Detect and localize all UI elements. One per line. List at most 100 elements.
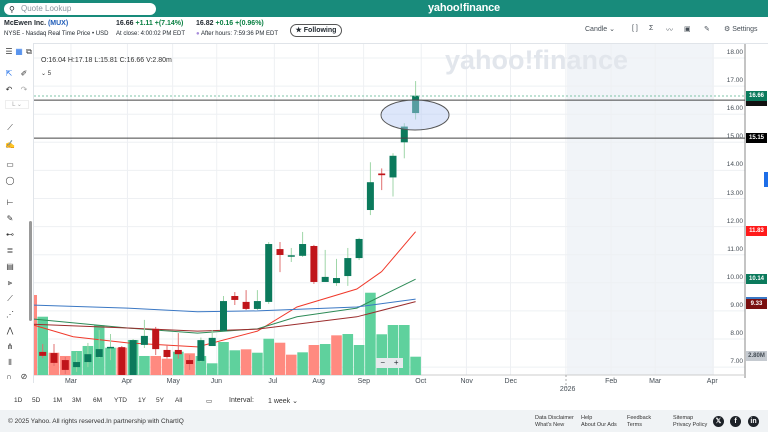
x-tick-label: Jul <box>268 378 278 385</box>
grid-view-icon[interactable]: ▦ <box>15 47 23 56</box>
interval-label: Interval: <box>229 397 254 404</box>
zoom-out-button[interactable]: − <box>380 358 386 367</box>
line-style-select[interactable]: L ⌄ <box>5 100 29 109</box>
fib-icon[interactable]: ≣ <box>6 246 14 255</box>
calendar-icon[interactable]: ▣ <box>684 26 691 33</box>
footer-link[interactable]: Feedback <box>627 415 652 421</box>
settings-button[interactable]: ⚙ Settings <box>724 26 758 33</box>
candle-body <box>299 244 307 256</box>
cursor-icon[interactable]: ⇱ <box>5 69 13 78</box>
redo-icon[interactable]: ↷ <box>20 85 28 94</box>
y-tick-label: 13.00 <box>726 189 743 197</box>
indicators-icon[interactable]: Σ <box>649 25 654 32</box>
zoom-controls: − + <box>376 358 403 368</box>
candle-body <box>276 249 284 255</box>
chart-type-dropdown[interactable]: Candle ⌄ <box>585 26 615 33</box>
volume-bar <box>150 355 161 375</box>
moving-average-line <box>30 301 416 332</box>
candle-body <box>389 155 397 178</box>
range-button-5y[interactable]: 5Y <box>156 397 164 404</box>
quote-lookup-input[interactable]: ⚲ Quote Lookup <box>4 3 156 15</box>
draw-icon[interactable]: ✎ <box>704 26 710 33</box>
list-view-icon[interactable]: ☰ <box>5 47 13 56</box>
footer-link[interactable]: Help <box>581 415 593 421</box>
footer-link[interactable]: Terms <box>627 422 642 428</box>
range-button-5d[interactable]: 5D <box>32 397 41 404</box>
volume-bar <box>331 335 342 375</box>
date-picker-icon[interactable]: ▭ <box>206 398 213 405</box>
ellipse-icon[interactable]: ◯ <box>5 176 15 185</box>
panel-toggle-tab[interactable] <box>764 172 768 187</box>
y-tick-label: 12.00 <box>726 217 743 225</box>
compare-icon[interactable]: [ ] <box>632 25 638 32</box>
candle-body <box>39 351 47 356</box>
price-label: 15.15 <box>746 133 767 144</box>
candle-body <box>321 276 329 282</box>
yahoo-finance-logo[interactable]: yahoo!finance <box>428 2 500 14</box>
ray-icon[interactable]: ⟋ <box>7 294 13 303</box>
price-label: 10.14 <box>746 273 767 284</box>
x-icon[interactable]: 𝕏 <box>713 416 724 427</box>
volume-bar <box>139 355 150 375</box>
zoom-in-button[interactable]: + <box>393 358 399 367</box>
y-tick-label: 18.00 <box>726 49 743 56</box>
x-tick-label: Apr <box>706 378 718 385</box>
range-button-6m[interactable]: 6M <box>93 397 103 404</box>
watermark-logo: yahoo!finance <box>445 45 629 75</box>
candle-body <box>61 360 69 370</box>
trend-icon[interactable]: 〰 <box>666 27 673 34</box>
footer-link[interactable]: Data Disclaimer <box>535 415 574 421</box>
undo-icon[interactable]: ↶ <box>5 85 13 94</box>
candle-body <box>208 337 216 347</box>
speed-lines-icon[interactable]: ⋔ <box>6 342 14 351</box>
volume-bar <box>206 363 218 375</box>
company-name: McEwen Inc. (MUX) <box>4 20 69 27</box>
candle-body <box>287 255 295 257</box>
range-button-1m[interactable]: 1M <box>53 397 63 404</box>
footer-link[interactable]: Sitemap <box>673 415 694 421</box>
pitchfork-icon[interactable]: ⋰ <box>6 310 14 319</box>
freehand-icon[interactable]: ✍ <box>5 140 15 149</box>
facebook-icon[interactable]: f <box>730 416 741 427</box>
candle-body <box>310 245 318 282</box>
linkedin-icon[interactable]: in <box>748 416 759 427</box>
footer-link[interactable]: What's New <box>535 422 565 428</box>
studies-toggle[interactable]: ⌄ 5 <box>41 71 52 77</box>
rectangle-icon[interactable]: ▭ <box>6 160 14 169</box>
measure-icon[interactable]: ⊢ <box>6 198 14 207</box>
footer-link[interactable]: About Our Ads <box>581 422 617 428</box>
hide-icon[interactable]: ⊘ <box>20 372 28 381</box>
interval-dropdown[interactable]: 1 week ⌄ <box>268 398 298 405</box>
line-segment-icon[interactable]: ⊷ <box>6 230 14 239</box>
ruler-icon[interactable]: ✐ <box>20 69 28 78</box>
trendline-icon[interactable]: ⟋ <box>7 123 13 132</box>
volume-bar <box>161 358 173 375</box>
magnet-icon[interactable]: ∩ <box>6 372 12 381</box>
volume-bar <box>353 345 365 375</box>
footer-link[interactable]: Privacy Policy <box>673 422 708 428</box>
price-chart[interactable] <box>0 0 768 392</box>
time-cycles-icon[interactable]: ⦀ <box>8 358 12 367</box>
volume-bar <box>263 338 274 375</box>
following-button[interactable]: ★ Following <box>290 24 342 37</box>
ellipse-annotation <box>380 99 450 131</box>
volume-bar <box>173 351 184 375</box>
toolbar-scrollbar[interactable] <box>29 221 32 321</box>
range-button-1d[interactable]: 1D <box>14 397 23 404</box>
range-button-ytd[interactable]: YTD <box>114 397 127 404</box>
candle-body <box>400 126 408 143</box>
y-tick-label: 11.00 <box>727 245 743 253</box>
channel-icon[interactable]: ▤ <box>6 262 14 271</box>
range-button-3m[interactable]: 3M <box>72 397 82 404</box>
popout-icon[interactable]: ⧉ <box>26 47 32 56</box>
y-tick-label: 15.00 <box>726 133 743 141</box>
gann-icon[interactable]: ⫸ <box>7 278 13 287</box>
range-button-all[interactable]: All <box>175 397 183 404</box>
x-tick-label: Dec <box>504 378 517 385</box>
x-tick-label: 2026 <box>559 386 576 393</box>
volume-bar <box>195 355 207 375</box>
fan-icon[interactable]: ⋀ <box>6 326 14 335</box>
pencil-icon[interactable]: ✎ <box>6 214 14 223</box>
range-button-1y[interactable]: 1Y <box>138 397 146 404</box>
volume-bar <box>105 347 116 375</box>
